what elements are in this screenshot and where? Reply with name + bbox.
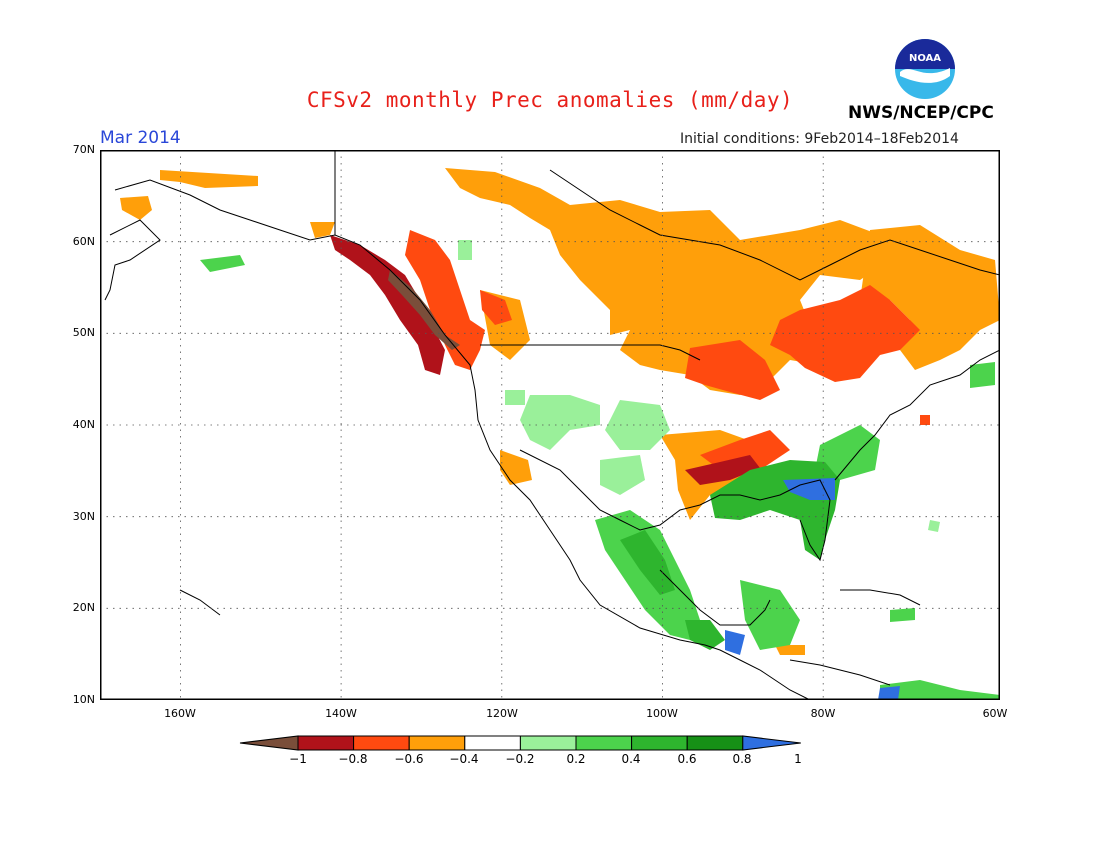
lat-label-50n: 50N [72,326,95,339]
lon-label-160w: 160W [164,707,196,720]
colorbar-label-m06: −0.6 [394,752,424,766]
colorbar-label-m08: −0.8 [338,752,368,766]
lon-label-60w: 60W [982,707,1008,720]
colorbar-cell [575,735,633,751]
lon-label-140w: 140W [325,707,357,720]
redorange-anomaly-regions [405,230,930,470]
colorbar-label-m02: −0.2 [505,752,535,766]
agency-label: NWS/NCEP/CPC [848,103,994,123]
colorbar-label-02: 0.2 [566,752,586,766]
colorbar-label-m1: −1 [289,752,307,766]
forecast-month: Mar 2014 [100,128,181,148]
anomaly-map [100,150,1000,700]
lat-label-20n: 20N [72,601,95,614]
lat-label-70n: 70N [72,143,95,156]
gridlines [100,150,1000,700]
lon-label-120w: 120W [486,707,518,720]
noaa-logo: NOAA [895,39,955,99]
coastlines [104,150,1000,700]
colorbar-cell [464,735,521,751]
lat-label-60n: 60N [72,235,95,248]
map-title: CFSv2 monthly Prec anomalies (mm/day) [306,88,794,112]
colorbar-triangle-high [742,735,801,751]
colorbar-cell [408,735,466,751]
blue-anomaly-regions [725,478,900,700]
colorbar-cell [353,735,410,751]
lightgreen-anomaly-regions [458,240,940,532]
initial-conditions: Initial conditions: 9Feb2014–18Feb2014 [680,131,959,147]
colorbar-triangle-low [239,735,299,751]
colorbar-cell [631,735,688,751]
colorbar [239,735,801,751]
colorbar-label-m04: −0.4 [449,752,479,766]
colorbar-label-08: 0.8 [732,752,752,766]
colorbar-cell [519,735,577,751]
map-frame [100,150,1000,700]
darkred-anomaly-regions [330,235,760,485]
colorbar-label-06: 0.6 [677,752,697,766]
lat-label-10n: 10N [72,693,95,706]
lat-label-40n: 40N [72,418,95,431]
colorbar-label-04: 0.4 [621,752,641,766]
lon-label-100w: 100W [646,707,678,720]
colorbar-cell [297,735,355,751]
lat-label-30n: 30N [72,510,95,523]
colorbar-label-1: 1 [794,752,802,766]
logo-text: NOAA [909,53,941,64]
lon-label-80w: 80W [810,707,836,720]
colorbar-cell [686,735,744,751]
